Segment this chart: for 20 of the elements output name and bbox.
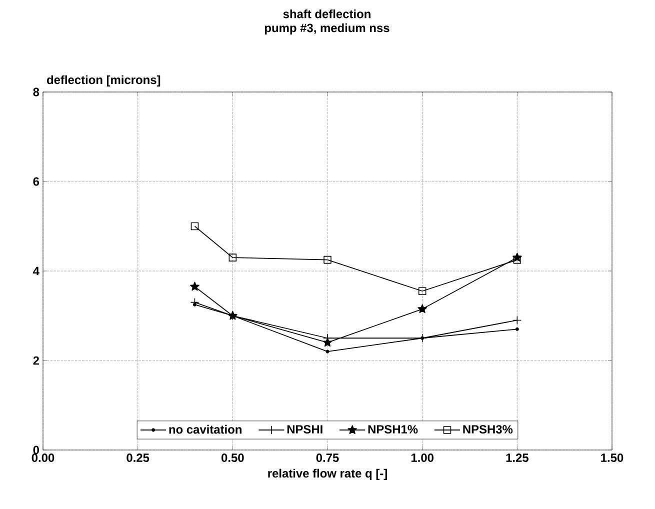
legend-label: no cavitation (169, 424, 242, 434)
y-tick-label: 6 (33, 177, 40, 186)
x-axis-title: relative flow rate q [-] (268, 468, 387, 480)
y-tick-label: 2 (33, 356, 40, 365)
y-tick-label: 4 (33, 266, 40, 276)
y-tick-label: 0 (33, 446, 39, 454)
x-tick-label: 0.75 (316, 454, 339, 462)
x-tick-label: 0.50 (222, 454, 244, 462)
y-axis-title: deflection [microns] (47, 75, 160, 86)
x-tick-label: 1.25 (506, 454, 528, 462)
x-tick-label: 1.00 (411, 454, 434, 462)
legend-label: NPSH3% (463, 425, 513, 434)
chart-subtitle: pump #3, medium nss (265, 23, 390, 35)
x-tick-label: 1.50 (601, 454, 624, 462)
x-tick-label: 0.00 (32, 454, 54, 462)
x-tick-label: 0.25 (126, 454, 150, 462)
legend-label: NPSH1% (368, 425, 418, 434)
chart-title: shaft deflection (283, 9, 370, 18)
legend-label: NPSHI (287, 425, 322, 434)
y-tick-label: 8 (33, 88, 40, 96)
